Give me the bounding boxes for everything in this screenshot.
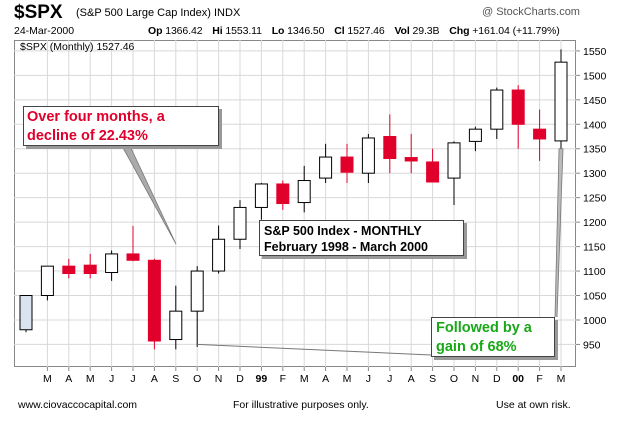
candle-body [297, 180, 311, 204]
quote-value: 1366.42 [165, 25, 206, 37]
x-tick-label: S [172, 373, 179, 385]
quote-label: Cl [334, 25, 348, 37]
x-tick-label: O [193, 373, 201, 385]
footer-risk-note: Use at own risk. [496, 399, 571, 411]
candle-body [62, 265, 76, 274]
y-tick-label: 1400 [583, 119, 607, 131]
y-tick-label: 950 [583, 339, 601, 351]
x-tick-label: F [280, 373, 286, 385]
y-tick-label: 1350 [583, 144, 607, 156]
candle-body [233, 206, 247, 240]
x-tick-label: A [65, 373, 72, 385]
decline-annotation: Over four months, a decline of 22.43% [23, 106, 219, 146]
gain-pointer-left [197, 343, 432, 356]
candle-body [490, 89, 504, 130]
candle-body [383, 136, 397, 160]
candle-body [361, 137, 375, 174]
candle-body [19, 295, 33, 331]
candle-body [404, 157, 418, 162]
quote-value: 1346.50 [287, 25, 328, 37]
candle-body [190, 270, 204, 312]
x-tick-label: M [557, 373, 566, 385]
quote-value: +161.04 (+11.79%) [472, 25, 560, 37]
quote-value: 29.3B [412, 25, 443, 37]
y-tick-label: 1300 [583, 168, 607, 180]
candle-body [340, 156, 354, 173]
x-tick-label: M [343, 373, 352, 385]
quote-bar: Op 1366.42 Hi 1553.11 Lo 1346.50 Cl 1527… [148, 25, 567, 37]
gain-pointer-right [554, 148, 564, 318]
decline-pointer [121, 145, 177, 245]
y-tick-label: 1500 [583, 70, 607, 82]
y-tick-label: 1450 [583, 95, 607, 107]
x-tick-label: M [86, 373, 95, 385]
x-tick-label: D [236, 373, 244, 385]
x-tick-label: M [300, 373, 309, 385]
x-tick-label: F [536, 373, 542, 385]
candle-body [212, 238, 226, 272]
y-tick-label: 1550 [583, 46, 607, 58]
candle-body [554, 61, 568, 142]
chart-title-line-1: S&P 500 Index - MONTHLY [264, 224, 422, 238]
x-tick-label: A [322, 373, 329, 385]
x-tick-label: 99 [256, 373, 268, 385]
chart-title-box: S&P 500 Index - MONTHLY February 1998 - … [259, 220, 464, 256]
candle-body [426, 161, 440, 183]
quote-value: 1553.11 [225, 25, 265, 37]
y-tick-label: 1100 [583, 266, 606, 278]
gain-annotation: Followed by a gain of 68% [431, 317, 555, 357]
candle-body [126, 253, 140, 261]
candle-body [319, 156, 333, 179]
chart-credit: @ StockCharts.com [482, 6, 580, 18]
chart-legend: $SPX (Monthly) 1527.46 [20, 41, 135, 53]
candle-body [105, 253, 119, 274]
x-tick-label: 00 [512, 373, 524, 385]
quote-label: Vol [394, 25, 413, 37]
candle-body [169, 310, 183, 341]
x-tick-label: J [366, 373, 371, 385]
quote-label: Lo [271, 25, 288, 37]
quote-label: Hi [212, 25, 226, 37]
x-tick-label: N [215, 373, 223, 385]
x-tick-label: A [151, 373, 158, 385]
x-tick-label: A [408, 373, 415, 385]
y-tick-label: 1000 [583, 315, 607, 327]
candle-body [40, 265, 54, 297]
x-tick-label: J [109, 373, 114, 385]
candle-body [468, 128, 482, 142]
x-tick-label: J [387, 373, 392, 385]
x-tick-label: M [43, 373, 52, 385]
quote-date: 24-Mar-2000 [14, 25, 75, 37]
x-tick-label: S [429, 373, 436, 385]
index-name: (S&P 500 Large Cap Index) INDX [76, 7, 241, 19]
y-tick-label: 1150 [583, 242, 606, 254]
quote-label: Chg [449, 25, 473, 37]
x-tick-label: J [130, 373, 135, 385]
footer-disclaimer: For illustrative purposes only. [233, 399, 369, 411]
plot-frame [14, 40, 576, 367]
x-tick-label: N [472, 373, 480, 385]
footer-website: www.ciovaccocapital.com [18, 399, 138, 411]
candle-body [447, 142, 461, 179]
candle-body [533, 128, 547, 140]
x-tick-label: D [493, 373, 501, 385]
candle-body [254, 183, 268, 208]
candle-body [511, 89, 525, 125]
candle-body [83, 264, 97, 274]
y-tick-label: 1250 [583, 193, 607, 205]
chart-title-line-2: February 1998 - March 2000 [264, 240, 428, 254]
y-tick-label: 1200 [583, 217, 607, 229]
ticker-symbol: $SPX [14, 2, 63, 23]
candle-body [276, 183, 290, 205]
quote-label: Op [148, 25, 166, 37]
quote-value: 1527.46 [347, 25, 388, 37]
x-tick-label: O [450, 373, 458, 385]
candle-body [147, 259, 161, 342]
y-tick-label: 1050 [583, 291, 607, 303]
